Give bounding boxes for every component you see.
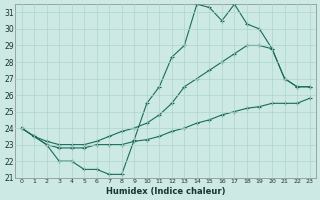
X-axis label: Humidex (Indice chaleur): Humidex (Indice chaleur) — [106, 187, 225, 196]
